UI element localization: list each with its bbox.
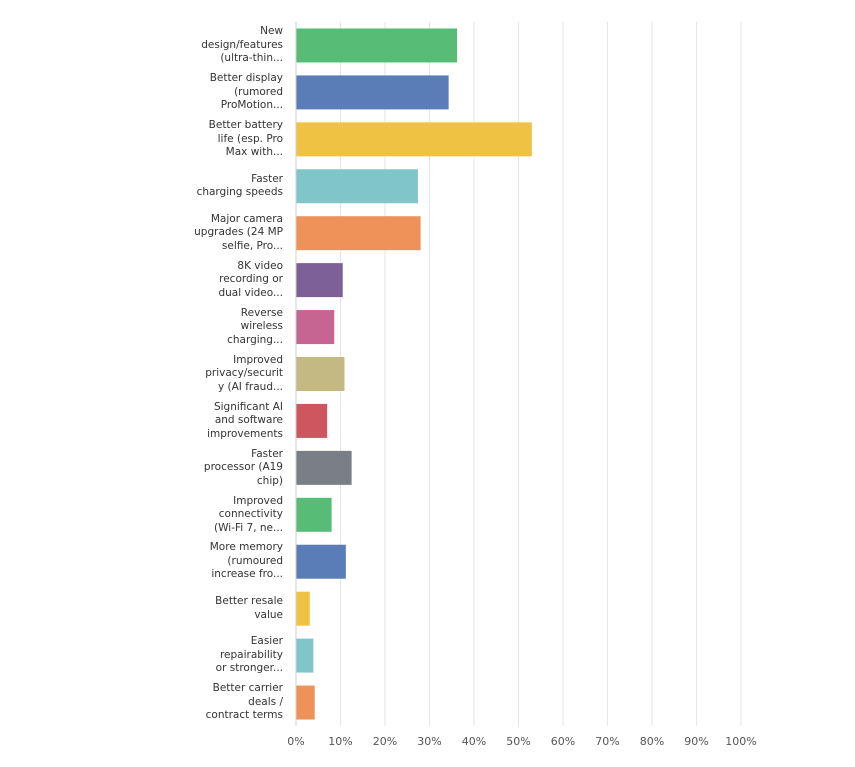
category-label-line: processor (A19 — [203, 461, 283, 474]
bar[interactable] — [296, 403, 328, 438]
category-label-line: design/features — [201, 38, 283, 51]
category-label: Reverse wireless charging... — [173, 307, 283, 348]
category-label-line: Improved — [233, 494, 283, 507]
category-label-line: wireless — [240, 320, 283, 333]
category-label-line: charging speeds — [196, 186, 283, 199]
x-tick-label: 40% — [462, 735, 486, 748]
bar[interactable] — [296, 216, 421, 251]
category-labels: New design/features (ultra-thin... Better d… — [173, 0, 283, 767]
category-label-line: More memory — [209, 541, 283, 554]
x-tick-label: 30% — [417, 735, 441, 748]
category-label-line: Reverse — [240, 306, 283, 319]
category-label-line: privacy/securit — [205, 367, 283, 380]
bar[interactable] — [296, 685, 315, 720]
bar[interactable] — [296, 497, 332, 532]
category-label-line: value — [254, 608, 283, 621]
category-label-line: Major camera — [210, 212, 283, 225]
category-label: More memory (rumoured increase fro... — [173, 541, 283, 582]
category-label-line: (ultra-thin... — [220, 52, 283, 65]
category-label-line: upgrades (24 MP — [194, 226, 283, 239]
category-label-line: New — [260, 25, 283, 38]
category-label: Better carrier deals / contract terms — [173, 682, 283, 723]
category-label-line: life (esp. Pro — [217, 132, 283, 145]
category-label-line: repairability — [219, 648, 283, 661]
bar[interactable] — [296, 122, 532, 157]
category-label-line: 8K video — [237, 259, 283, 272]
bar[interactable] — [296, 544, 346, 579]
x-tick-label: 50% — [506, 735, 530, 748]
category-label: Improved privacy/securit y (AI fraud... — [173, 354, 283, 395]
category-label: Faster charging speeds — [173, 173, 283, 200]
category-label: Better display (rumored ProMotion... — [173, 72, 283, 113]
category-label-line: or stronger... — [215, 662, 283, 675]
category-label-line: Better carrier — [212, 682, 283, 695]
category-label-line: increase fro... — [211, 568, 283, 581]
category-label: 8K video recording or dual video... — [173, 260, 283, 301]
category-label-line: dual video... — [218, 286, 283, 299]
category-label-line: and software — [214, 414, 283, 427]
bar[interactable] — [296, 263, 343, 298]
category-label-line: (rumoured — [227, 554, 283, 567]
category-label-line: (rumored — [234, 85, 283, 98]
category-label-line: Improved — [233, 353, 283, 366]
category-label-line: recording or — [219, 273, 283, 286]
bar[interactable] — [296, 450, 352, 485]
bar[interactable] — [296, 357, 345, 391]
category-label-line: Better display — [209, 72, 283, 85]
category-label-line: Better resale — [215, 595, 283, 608]
category-label-line: chip) — [256, 474, 283, 487]
category-label-line: contract terms — [205, 709, 283, 722]
category-label-line: Faster — [251, 447, 283, 460]
bar[interactable] — [296, 28, 458, 63]
category-label-line: deals / — [248, 695, 283, 708]
x-tick-label: 20% — [373, 735, 397, 748]
category-label-line: (Wi-Fi 7, ne... — [214, 521, 283, 534]
category-label-line: Significant AI — [213, 400, 283, 413]
bar[interactable] — [296, 75, 449, 110]
category-label: New design/features (ultra-thin... — [173, 25, 283, 66]
category-label-line: Easier — [250, 635, 283, 648]
x-tick-label: 100% — [725, 735, 756, 748]
category-label: Faster processor (A19 chip) — [173, 448, 283, 489]
category-label-line: selfie, Pro... — [221, 239, 283, 252]
x-tick-label: 0% — [287, 735, 304, 748]
bar[interactable] — [296, 310, 335, 345]
category-label-line: Faster — [251, 172, 283, 185]
category-label-line: improvements — [207, 427, 283, 440]
category-label: Better battery life (esp. Pro Max with... — [173, 119, 283, 160]
category-label: Major camera upgrades (24 MP selfie, Pro..… — [173, 213, 283, 254]
x-tick-label: 10% — [328, 735, 352, 748]
category-label-line: y (AI fraud... — [217, 380, 283, 393]
x-tick-label: 70% — [595, 735, 619, 748]
category-label-line: Better battery — [208, 119, 283, 132]
x-tick-label: 80% — [640, 735, 664, 748]
category-label: Improved connectivity (Wi-Fi 7, ne... — [173, 495, 283, 536]
bar[interactable] — [296, 169, 418, 204]
category-label-line: charging... — [227, 333, 283, 346]
bar[interactable] — [296, 638, 314, 673]
category-label: Significant AI and software improvements — [173, 401, 283, 442]
x-tick-label: 60% — [551, 735, 575, 748]
category-label: Easier repairability or stronger... — [173, 635, 283, 676]
category-label-line: connectivity — [218, 508, 283, 521]
bar[interactable] — [296, 591, 310, 626]
category-label-line: Max with... — [225, 146, 283, 159]
x-tick-label: 90% — [684, 735, 708, 748]
category-label: Better resale value — [173, 595, 283, 622]
category-label-line: ProMotion... — [220, 99, 283, 112]
